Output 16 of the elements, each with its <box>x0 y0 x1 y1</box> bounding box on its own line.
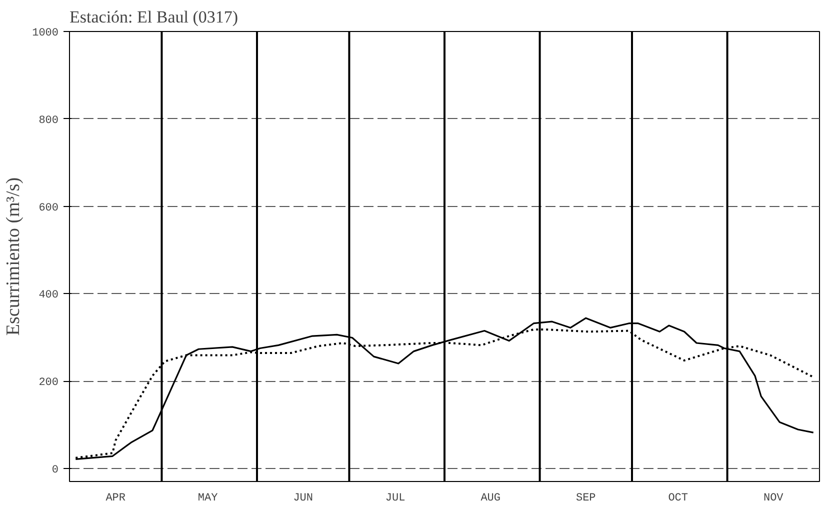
x-tick-label: NOV <box>763 492 784 504</box>
x-tick-label: JUL <box>385 492 406 504</box>
x-tick-label: AUG <box>480 492 501 504</box>
y-tick-label: 400 <box>38 290 59 302</box>
chart-title: Estación: El Baul (0317) <box>70 8 238 26</box>
x-tick-label: SEP <box>576 492 596 504</box>
y-tick-label: 600 <box>38 202 59 214</box>
x-tick-label: MAY <box>198 492 218 504</box>
y-tick-label: 200 <box>38 377 59 390</box>
x-tick-label: APR <box>106 492 126 504</box>
y-tick-label: 0 <box>52 464 59 476</box>
y-axis-title: Escurrimiento (m³/s) <box>3 177 24 336</box>
y-tick-label: 800 <box>38 114 59 127</box>
y-tick-label: 1000 <box>32 28 58 40</box>
x-tick-label: JUN <box>293 492 314 504</box>
x-tick-label: OCT <box>668 492 688 504</box>
